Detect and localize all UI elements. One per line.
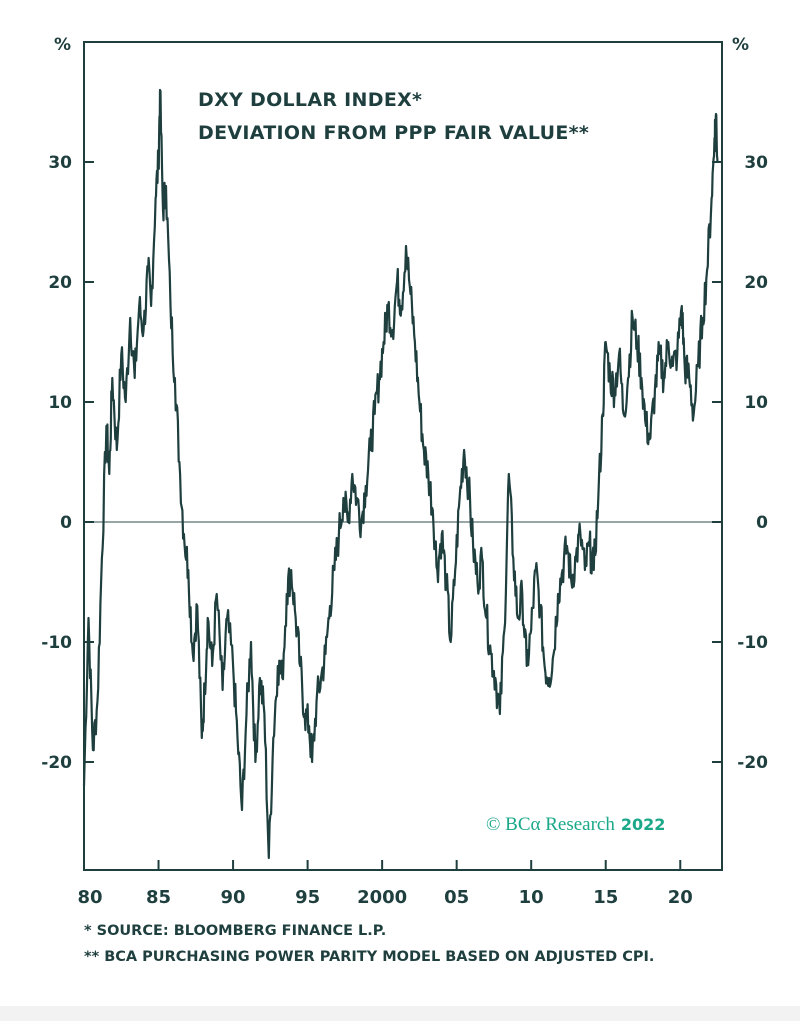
right-y-tick-label: -20	[737, 753, 768, 773]
right-y-tick-label: 10	[744, 393, 768, 413]
right-y-tick-label: -10	[737, 633, 768, 653]
chart-title-line-1: DXY DOLLAR INDEX*	[198, 89, 422, 111]
bottom-band	[0, 1006, 800, 1021]
chart-title-line-2: DEVIATION FROM PPP FAIR VALUE**	[198, 122, 589, 144]
axis-ticks	[83, 161, 722, 870]
right-y-tick-label: 30	[744, 153, 768, 173]
credit-year: 2022	[621, 815, 666, 834]
left-y-tick-label: -20	[41, 753, 72, 773]
x-tick-label: 95	[295, 887, 320, 908]
footnotes: * SOURCE: BLOOMBERG FINANCE L.P. ** BCA …	[84, 918, 784, 970]
left-y-tick-label: 30	[48, 153, 72, 173]
right-y-tick-label: 0	[756, 513, 768, 533]
right-y-tick-label: 20	[744, 273, 768, 293]
footnote-model: ** BCA PURCHASING POWER PARITY MODEL BAS…	[84, 949, 655, 965]
left-y-tick-label: -10	[41, 633, 72, 653]
x-tick-label: 10	[519, 887, 544, 908]
right-unit-label: %	[732, 35, 749, 55]
x-tick-label: 90	[221, 887, 246, 908]
x-tick-label: 80	[77, 887, 102, 908]
left-unit-label: %	[54, 35, 71, 55]
x-tick-label: 15	[593, 887, 618, 908]
left-y-tick-label: 0	[60, 513, 72, 533]
series-line	[82, 88, 719, 860]
footnote-source: * SOURCE: BLOOMBERG FINANCE L.P.	[84, 923, 387, 939]
left-y-tick-label: 20	[48, 273, 72, 293]
x-tick-label: 85	[146, 887, 171, 908]
x-tick-label: 05	[444, 887, 469, 908]
axis-tick-labels: 30 30 20 20 10 10 0 0 -10 -10 -20 -20 80 85 90 95 2000 05…	[41, 153, 768, 908]
plot-frame	[83, 41, 723, 871]
chart-svg: 30 30 20 20 10 10 0 0 -10 -10 -20 -20 80 85 90 95 2000 05…	[41, 35, 768, 908]
x-tick-label: 20	[668, 887, 693, 908]
x-tick-label: 2000	[357, 887, 407, 908]
credit-main: © BCα Research	[486, 814, 615, 835]
left-y-tick-label: 10	[48, 393, 72, 413]
credit-label: © BCα Research 2022	[486, 814, 665, 835]
